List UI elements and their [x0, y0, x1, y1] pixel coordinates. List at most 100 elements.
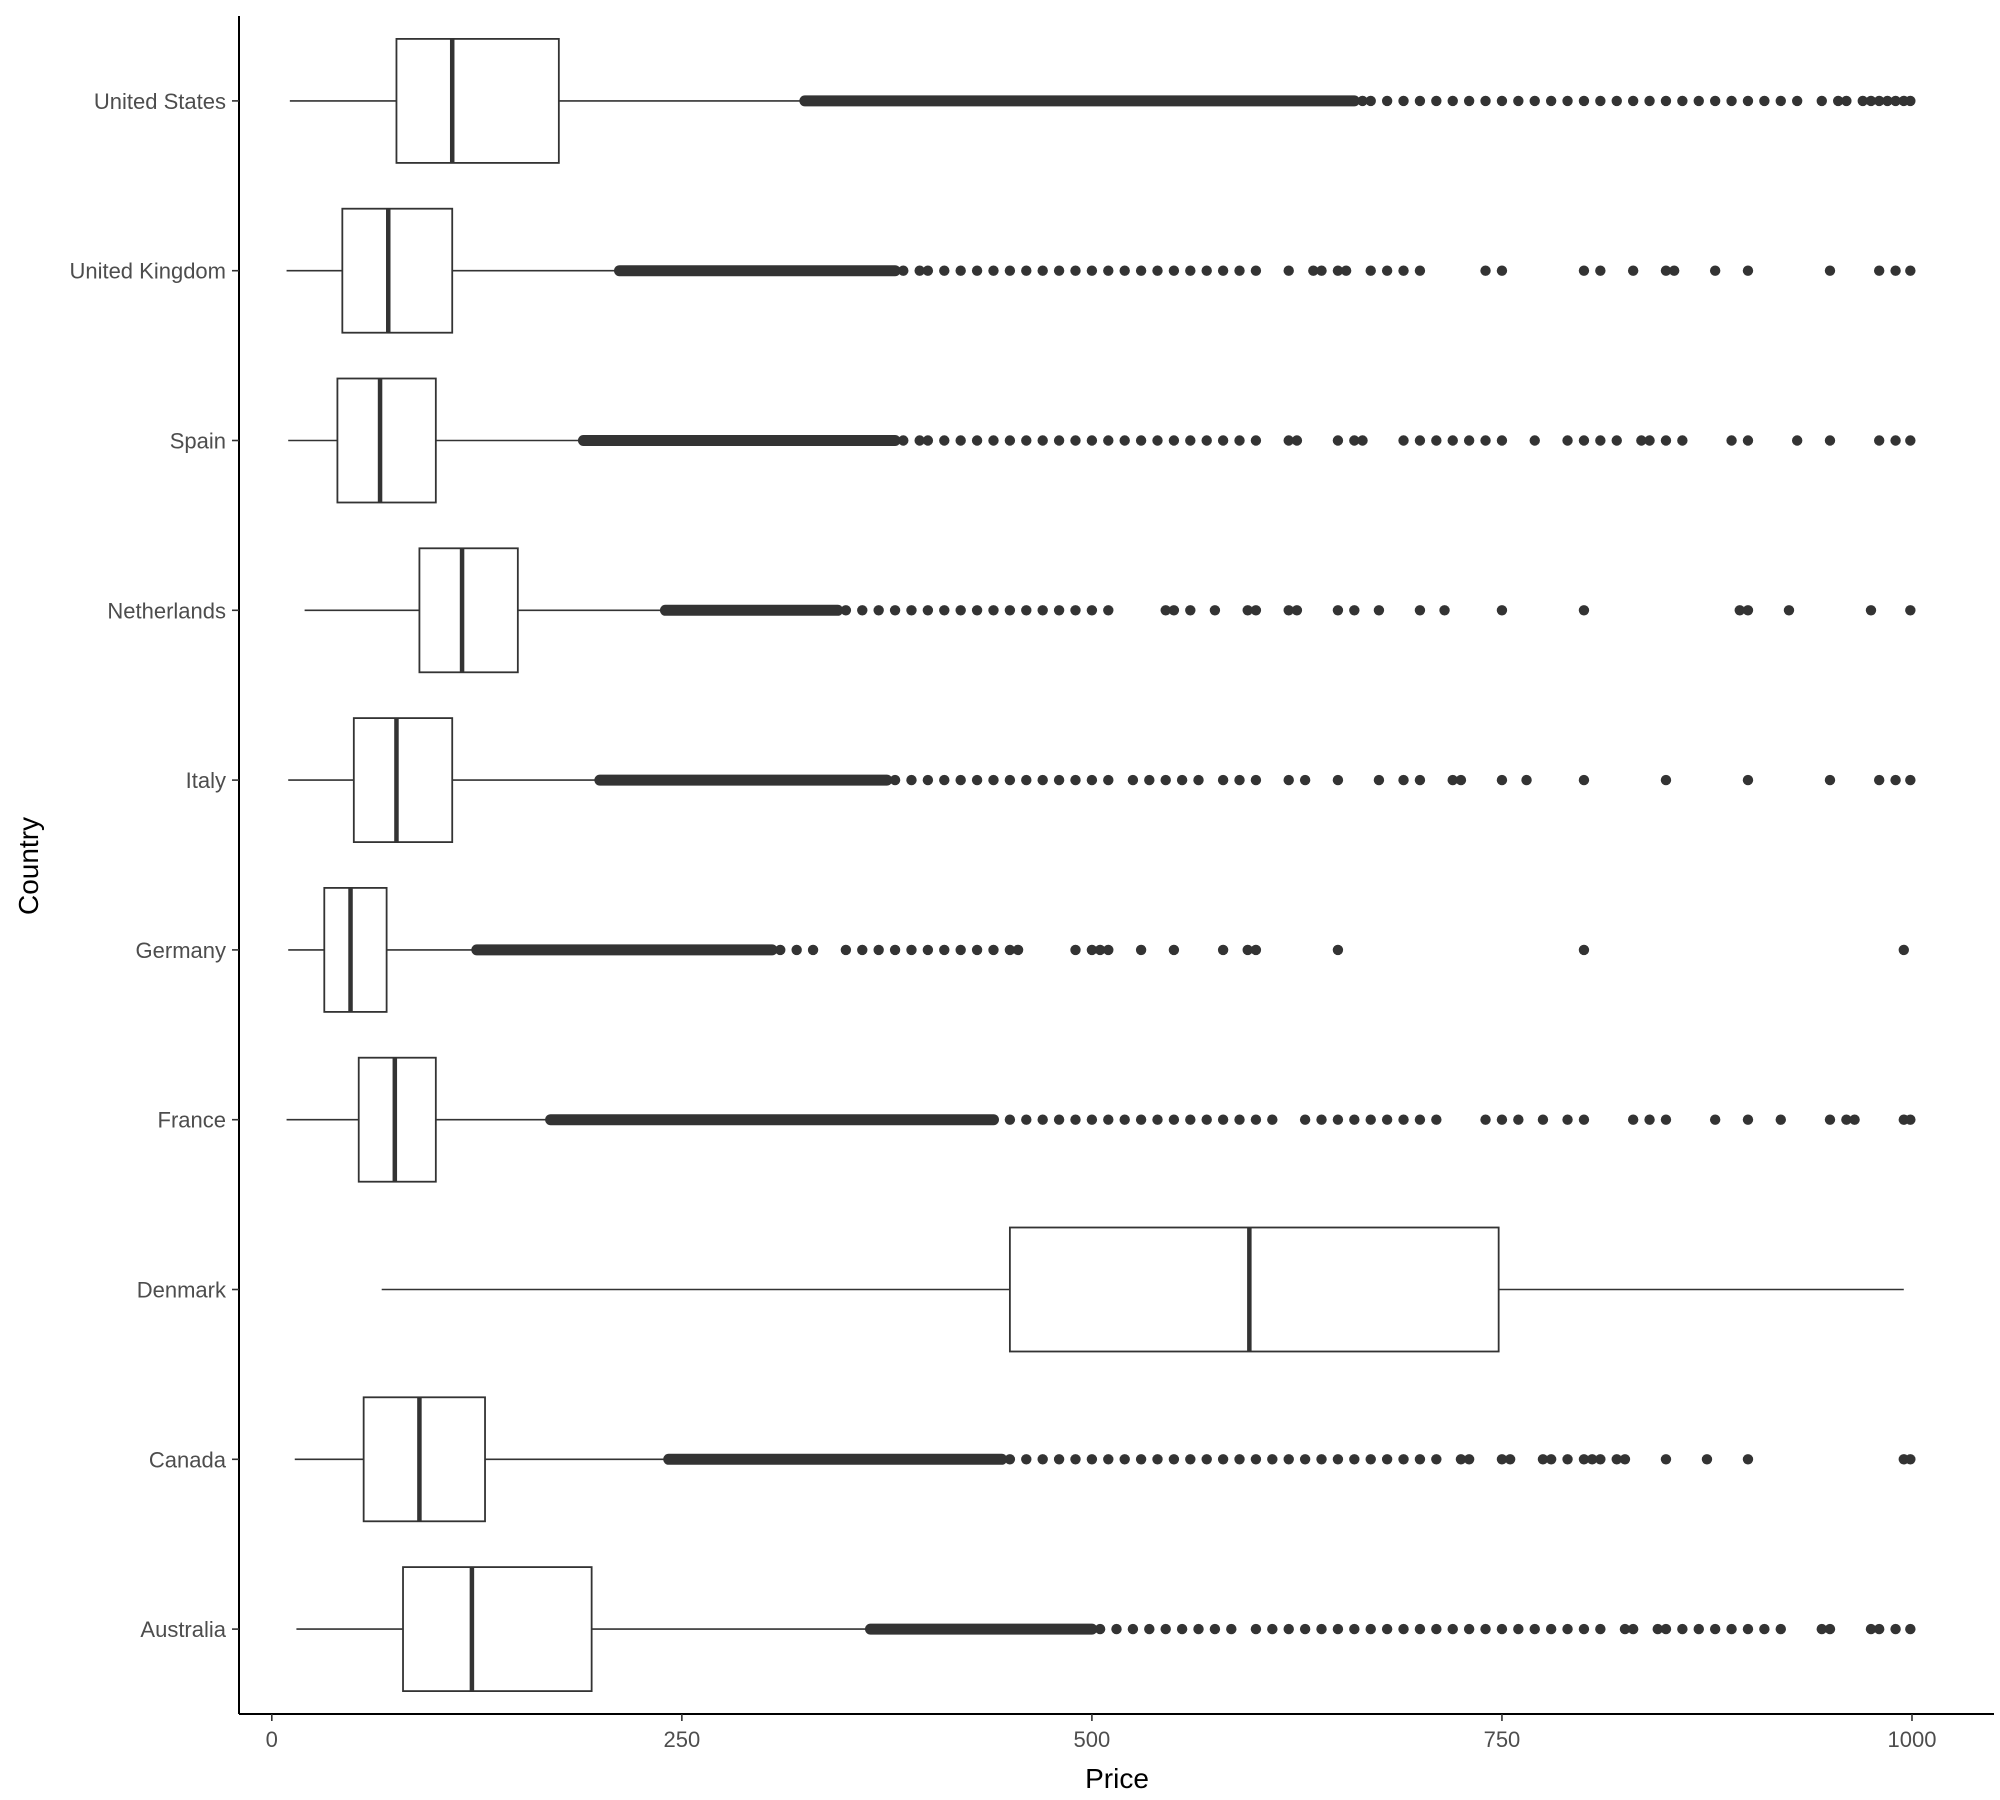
x-tick-label: 0 [266, 1727, 278, 1752]
outlier-point [1824, 435, 1836, 446]
outlier-point [1193, 774, 1204, 786]
outlier-point [1316, 1623, 1327, 1635]
outlier-point [1595, 435, 1606, 446]
outlier-point [1217, 1454, 1229, 1465]
box-iqr [352, 717, 454, 843]
outlier-point [1250, 1454, 1262, 1465]
outlier-point [1004, 774, 1016, 786]
outlier-point [898, 265, 909, 276]
outlier-point [857, 605, 868, 616]
box-layer [286, 38, 1916, 1692]
box-iqr [357, 1056, 437, 1183]
outlier-point [1086, 1114, 1098, 1125]
outlier-point [1529, 435, 1540, 446]
outlier-point [1250, 944, 1262, 956]
outlier-point [922, 265, 934, 276]
outlier-point [1595, 265, 1606, 276]
outlier-point [1103, 1454, 1114, 1465]
outlier-point [1349, 1623, 1360, 1635]
outlier-point [1250, 265, 1262, 276]
outlier-point [1332, 944, 1344, 956]
outlier-point [1726, 435, 1737, 446]
outlier-point [1578, 774, 1590, 786]
outlier-point [1905, 95, 1916, 107]
outlier-point [1053, 265, 1065, 276]
outlier-point [1168, 435, 1180, 446]
outlier-point [1004, 605, 1016, 616]
y-tick-label: Spain [170, 429, 226, 454]
outlier-point [1595, 95, 1606, 107]
outlier-point [840, 605, 852, 616]
outlier-point [1086, 605, 1098, 616]
outlier-point [1578, 95, 1590, 107]
outlier-point [1660, 95, 1672, 107]
outlier-point [1053, 605, 1065, 616]
outlier-point [1373, 774, 1385, 786]
outlier-point [922, 605, 934, 616]
outlier-point [1873, 95, 1885, 107]
outlier-point [1398, 1623, 1409, 1635]
outlier-point [1644, 435, 1655, 446]
outlier-point [1135, 944, 1147, 956]
outlier-point [1636, 435, 1647, 446]
outlier-point [1677, 1623, 1688, 1635]
outlier-point [1070, 265, 1081, 276]
outlier-point [1250, 774, 1262, 786]
outlier-point [840, 944, 852, 956]
y-tick-label: Netherlands [107, 598, 226, 623]
outlier-point [1447, 1623, 1458, 1635]
outlier-point [1185, 605, 1196, 616]
outlier-point [1882, 95, 1893, 107]
outlier-point [1414, 1623, 1426, 1635]
outlier-point [1398, 1454, 1409, 1465]
outlier-point [1086, 944, 1098, 956]
outlier-point [1135, 1114, 1147, 1125]
box-iqr [1008, 1226, 1500, 1353]
outlier-point [1373, 605, 1385, 616]
box-group-germany [288, 887, 1909, 1013]
outlier-point [1480, 1623, 1491, 1635]
outlier-point [971, 944, 983, 956]
outlier-point [1824, 1623, 1836, 1635]
outlier-point [1578, 265, 1590, 276]
outlier-point [1890, 435, 1901, 446]
outlier-point [1431, 435, 1442, 446]
outlier-point [1308, 265, 1319, 276]
outlier-point [1905, 1114, 1916, 1125]
box-group-france [286, 1056, 1916, 1183]
outlier-point [1463, 95, 1475, 107]
outlier-point [1496, 774, 1508, 786]
outlier-point [1332, 1114, 1344, 1125]
outlier-point [1103, 774, 1114, 786]
outlier-point [1217, 1114, 1229, 1125]
outlier-point [1873, 774, 1885, 786]
outlier-point [1431, 95, 1442, 107]
outlier-point [1455, 1454, 1467, 1465]
outlier-point [1144, 1623, 1155, 1635]
outlier-point [1496, 95, 1508, 107]
outlier-point [1037, 1114, 1048, 1125]
outlier-point [1160, 774, 1171, 786]
outlier-point [1537, 1454, 1549, 1465]
outlier-point [1562, 1623, 1573, 1635]
outlier-point [1283, 435, 1294, 446]
outlier-point [1037, 265, 1048, 276]
outlier-point [1381, 1623, 1393, 1635]
outlier-point [1201, 1114, 1212, 1125]
outlier-point [1168, 944, 1180, 956]
outlier-point [1709, 1623, 1721, 1635]
outlier-point [1332, 435, 1344, 446]
outlier-point [1291, 605, 1303, 616]
outlier-point [1562, 95, 1573, 107]
outlier-point [1463, 1623, 1475, 1635]
outlier-point [1660, 1454, 1672, 1465]
outlier-point [791, 944, 802, 956]
outlier-point [1201, 1454, 1212, 1465]
outlier-point [955, 774, 966, 786]
outlier-point [1332, 774, 1344, 786]
outlier-point [1332, 1454, 1344, 1465]
outlier-point [1890, 774, 1901, 786]
outlier-point [1480, 435, 1491, 446]
outlier-point [1660, 1114, 1672, 1125]
outlier-point [1053, 774, 1065, 786]
